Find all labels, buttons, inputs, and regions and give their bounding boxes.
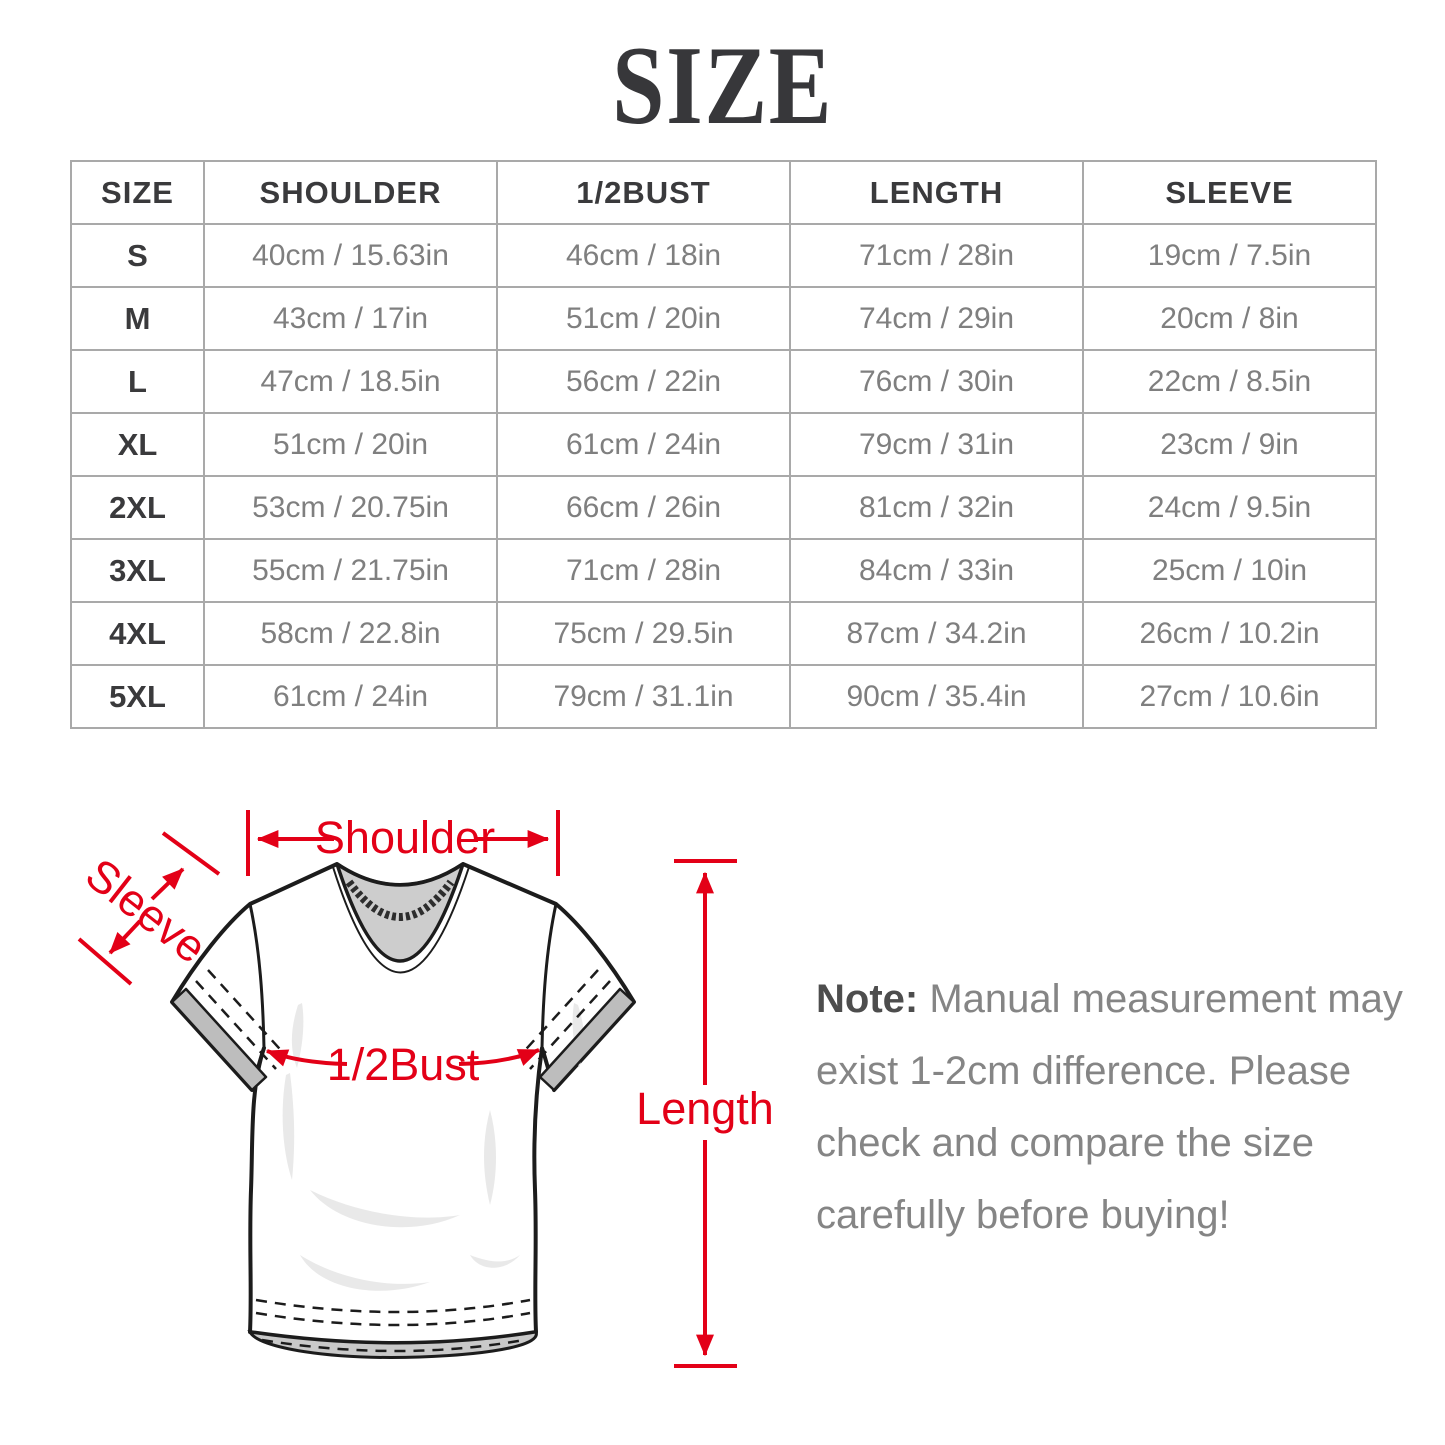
size-table: SIZE SHOULDER 1/2BUST LENGTH SLEEVE S 40… — [70, 160, 1377, 729]
sleeve-arrow-upper — [150, 867, 185, 901]
shoulder-cell: 47cm / 18.5in — [203, 349, 498, 414]
note-label: Note: — [816, 977, 919, 1021]
length-cell: 74cm / 29in — [789, 286, 1084, 351]
collar-rib-band — [345, 879, 455, 921]
shoulder-cell: 61cm / 24in — [203, 664, 498, 729]
shoulder-cell: 53cm / 20.75in — [203, 475, 498, 540]
size-cell: S — [70, 223, 205, 288]
half-bust-annotation: 1/2Bust — [265, 1039, 541, 1090]
wrinkle-shading — [282, 1073, 295, 1180]
right-cuff-stitching — [517, 969, 611, 1070]
sleeve-cell: 19cm / 7.5in — [1082, 223, 1377, 288]
hem-stitching — [255, 1298, 531, 1327]
table-row: 5XL 61cm / 24in 79cm / 31.1in 90cm / 35.… — [70, 664, 1377, 729]
length-label: Length — [636, 1083, 774, 1134]
table-row: 3XL 55cm / 21.75in 71cm / 28in 84cm / 33… — [70, 538, 1377, 603]
half-bust-arrow-left — [265, 1049, 348, 1067]
size-cell: XL — [70, 412, 205, 477]
sleeve-end-bars — [77, 831, 221, 986]
table-row: XL 51cm / 20in 61cm / 24in 79cm / 31in 2… — [70, 412, 1377, 477]
note-line: carefully before buying! — [816, 1193, 1230, 1237]
hem-fold — [247, 1330, 538, 1359]
table-row: 4XL 58cm / 22.8in 75cm / 29.5in 87cm / 3… — [70, 601, 1377, 666]
length-cell: 76cm / 30in — [789, 349, 1084, 414]
note-line: exist 1-2cm difference. Please — [816, 1049, 1352, 1093]
wrinkle-shading — [291, 1003, 304, 1068]
length-annotation: Length — [636, 859, 774, 1368]
sleeve-cell: 26cm / 10.2in — [1082, 601, 1377, 666]
left-cuff-opening — [170, 987, 268, 1092]
page-title: SIZE — [0, 30, 1445, 142]
size-cell: 5XL — [70, 664, 205, 729]
col-header-half-bust: 1/2BUST — [496, 160, 791, 225]
sleeve-cell: 23cm / 9in — [1082, 412, 1377, 477]
wrinkle-shading — [310, 1190, 460, 1228]
note-line-text: Manual measurement may — [929, 977, 1403, 1021]
half-bust-cell: 56cm / 22in — [496, 349, 791, 414]
length-cell: 81cm / 32in — [789, 475, 1084, 540]
col-header-sleeve: SLEEVE — [1082, 160, 1377, 225]
half-bust-cell: 61cm / 24in — [496, 412, 791, 477]
half-bust-arrow-right — [458, 1048, 541, 1066]
shoulder-cell: 40cm / 15.63in — [203, 223, 498, 288]
tshirt-illustration — [170, 862, 636, 1359]
table-row: 2XL 53cm / 20.75in 66cm / 26in 81cm / 32… — [70, 475, 1377, 540]
length-cell: 87cm / 34.2in — [789, 601, 1084, 666]
table-row: M 43cm / 17in 51cm / 20in 74cm / 29in 20… — [70, 286, 1377, 351]
length-end-bars — [674, 859, 737, 1368]
shoulder-cell: 55cm / 21.75in — [203, 538, 498, 603]
half-bust-cell: 51cm / 20in — [496, 286, 791, 351]
half-bust-cell: 66cm / 26in — [496, 475, 791, 540]
half-bust-label: 1/2Bust — [327, 1039, 480, 1090]
sleeve-cell: 20cm / 8in — [1082, 286, 1377, 351]
sleeve-cell: 25cm / 10in — [1082, 538, 1377, 603]
collar-seam — [332, 866, 470, 974]
page-title-text: SIZE — [611, 24, 834, 148]
shoulder-cell: 51cm / 20in — [203, 412, 498, 477]
wrinkle-shading — [300, 1255, 430, 1291]
table-header-row: SIZE SHOULDER 1/2BUST LENGTH SLEEVE — [70, 160, 1377, 225]
half-bust-cell: 75cm / 29.5in — [496, 601, 791, 666]
shoulder-cell: 58cm / 22.8in — [203, 601, 498, 666]
note-line: Note: Manual measurement may — [816, 963, 1416, 1035]
table-row: L 47cm / 18.5in 56cm / 22in 76cm / 30in … — [70, 349, 1377, 414]
shoulder-label: Shoulder — [315, 812, 495, 863]
half-bust-cell: 46cm / 18in — [496, 223, 791, 288]
length-cell: 90cm / 35.4in — [789, 664, 1084, 729]
note-line: check and compare the size — [816, 1121, 1315, 1165]
col-header-shoulder: SHOULDER — [203, 160, 498, 225]
sleeve-cell: 22cm / 8.5in — [1082, 349, 1377, 414]
sleeve-cell: 27cm / 10.6in — [1082, 664, 1377, 729]
length-cell: 71cm / 28in — [789, 223, 1084, 288]
collar — [335, 862, 465, 963]
half-bust-cell: 79cm / 31.1in — [496, 664, 791, 729]
shoulder-annotation: Shoulder — [246, 810, 560, 876]
col-header-size: SIZE — [70, 160, 205, 225]
length-cell: 79cm / 31in — [789, 412, 1084, 477]
length-cell: 84cm / 33in — [789, 538, 1084, 603]
right-cuff-opening — [538, 987, 636, 1092]
size-cell: L — [70, 349, 205, 414]
shoulder-cell: 43cm / 17in — [203, 286, 498, 351]
table-row: S 40cm / 15.63in 46cm / 18in 71cm / 28in… — [70, 223, 1377, 288]
left-cuff-stitching — [195, 969, 289, 1070]
size-cell: 4XL — [70, 601, 205, 666]
note-text: Note: Manual measurement may exist 1-2cm… — [816, 963, 1416, 1251]
sleeve-arrow-lower — [108, 919, 142, 955]
hem-fold-stitching — [261, 1338, 525, 1353]
half-bust-cell: 71cm / 28in — [496, 538, 791, 603]
wrinkle-shading — [484, 1110, 496, 1205]
shoulder-end-bars — [246, 810, 560, 876]
size-cell: 2XL — [70, 475, 205, 540]
sleeve-cell: 24cm / 9.5in — [1082, 475, 1377, 540]
tshirt-measurement-diagram: Shoulder Sleeve 1/2Bust Length — [76, 810, 774, 1368]
size-cell: 3XL — [70, 538, 205, 603]
col-header-length: LENGTH — [789, 160, 1084, 225]
size-cell: M — [70, 286, 205, 351]
wrinkle-shading — [470, 1255, 520, 1268]
